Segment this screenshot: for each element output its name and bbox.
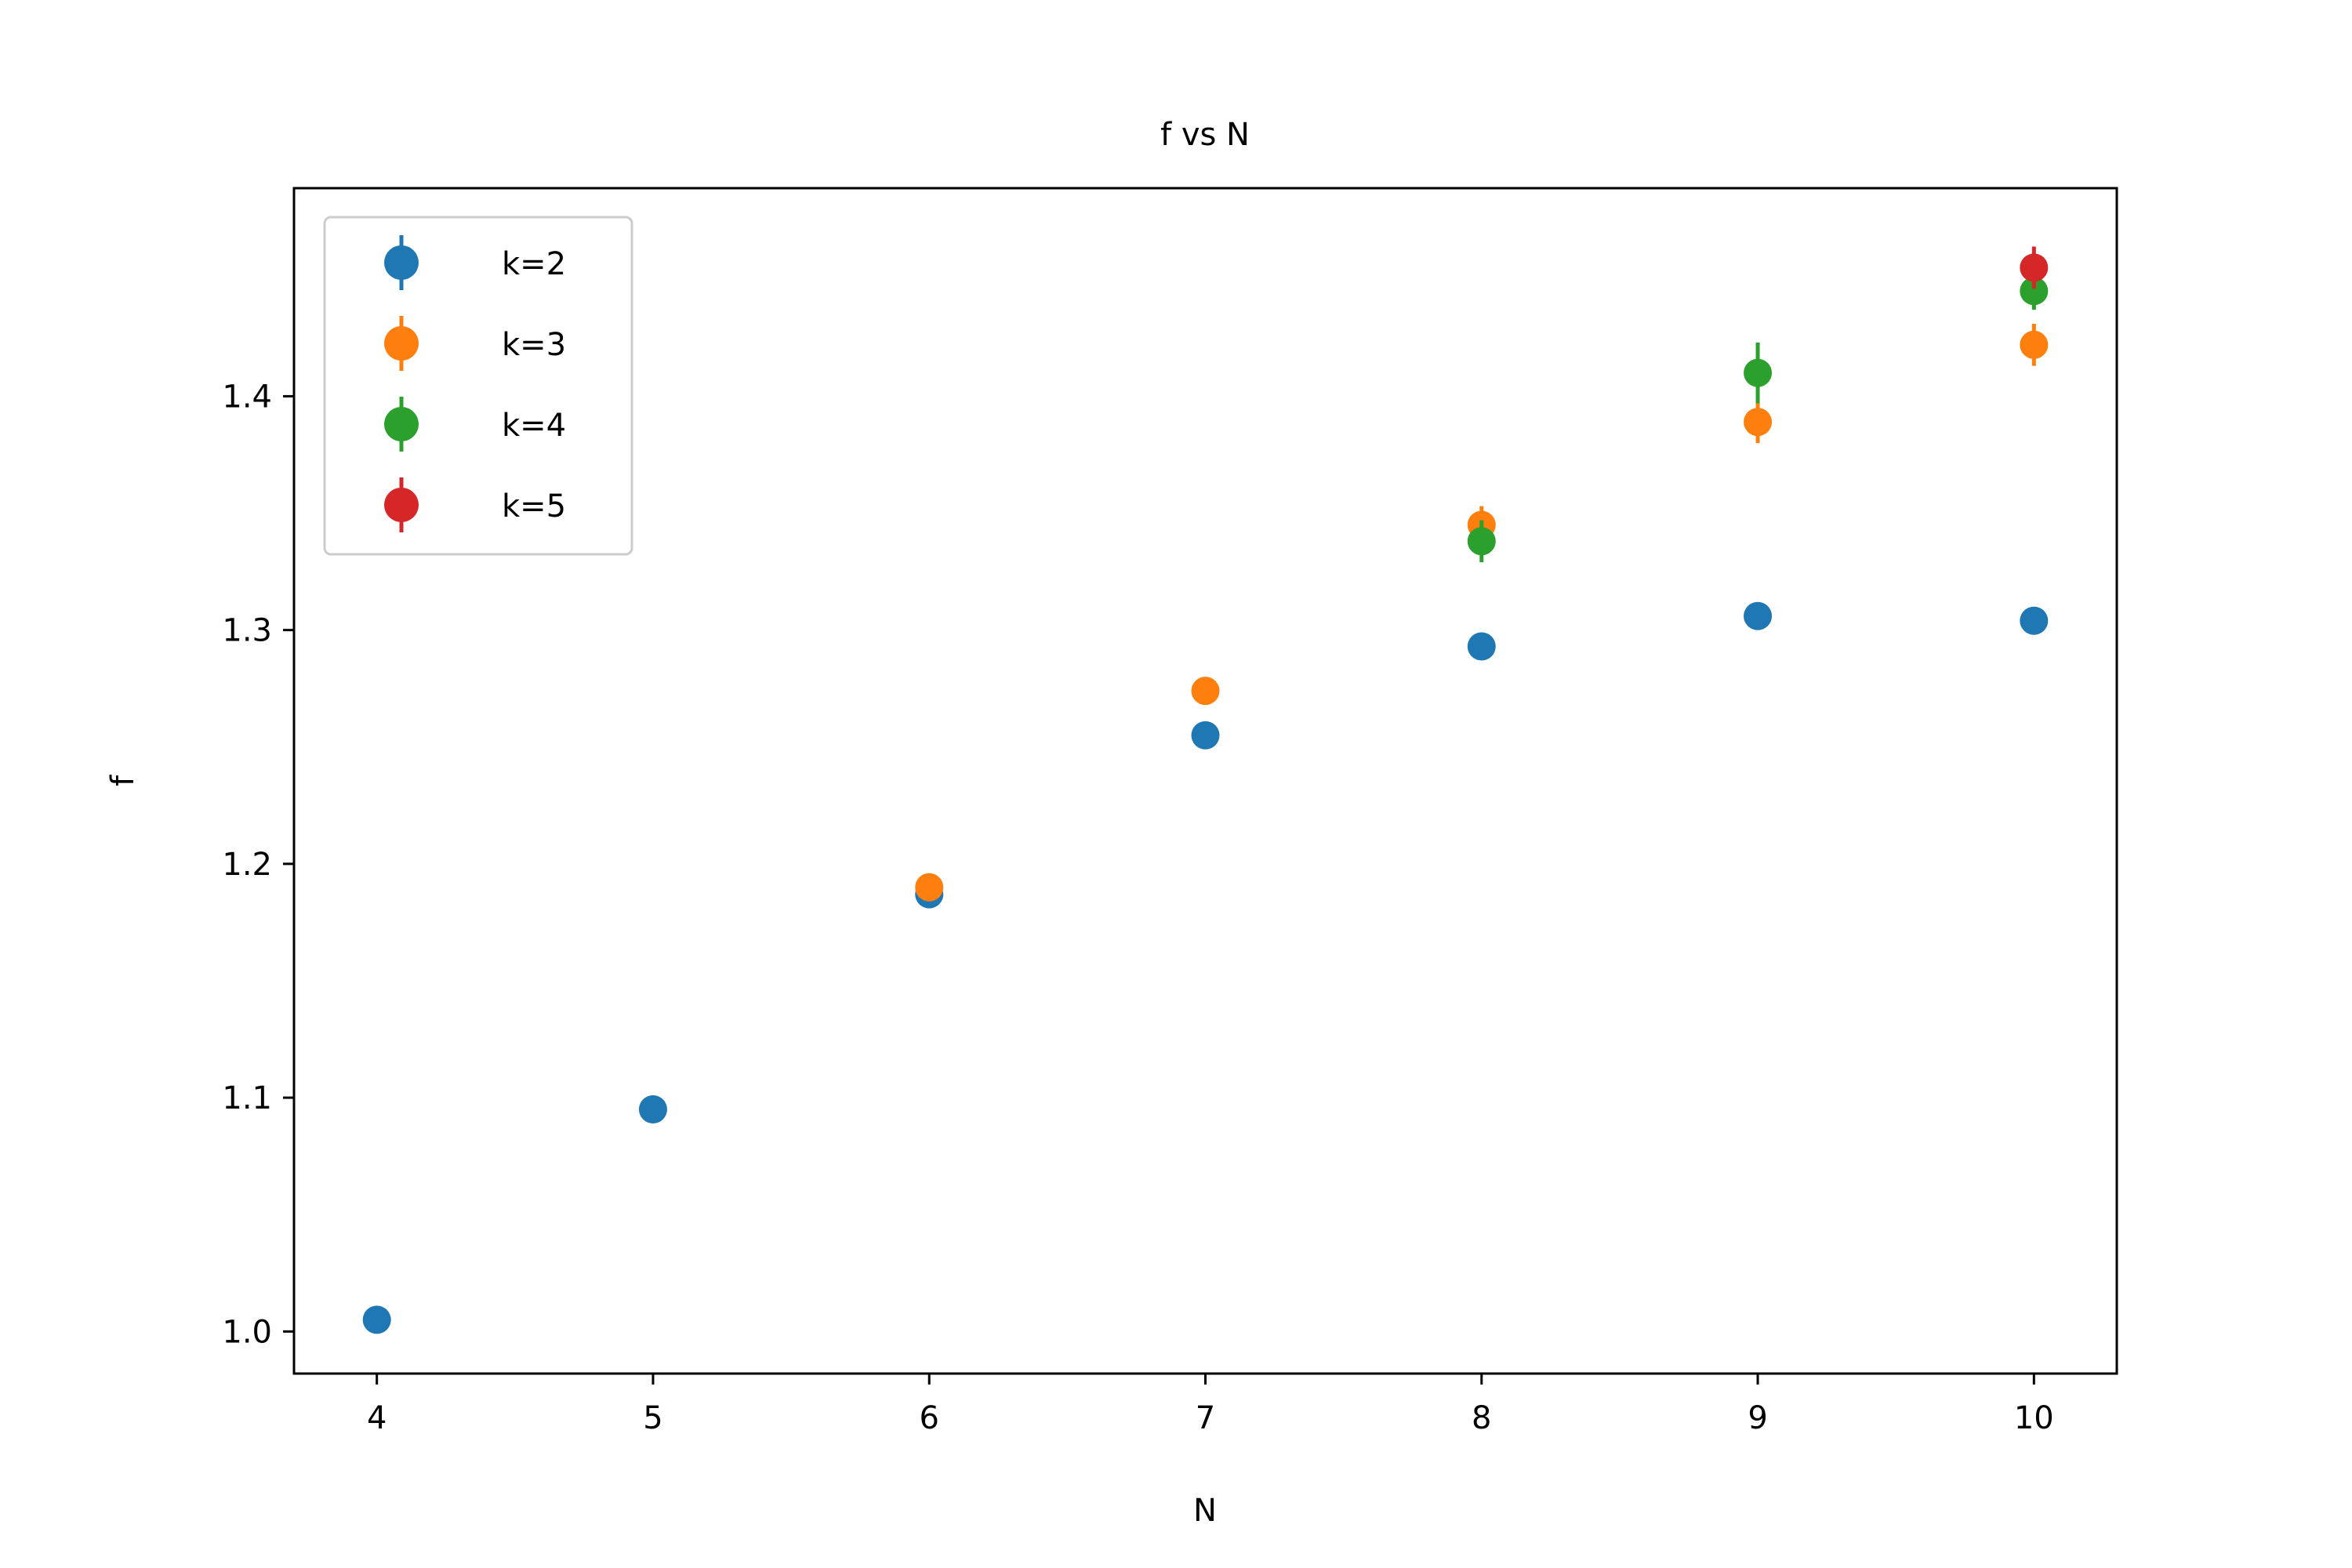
- x-tick-label: 6: [920, 1400, 939, 1436]
- y-axis-ticks: 1.0 1.1 1.2 1.3 1.4: [222, 379, 294, 1350]
- legend-item: k=4: [384, 397, 566, 452]
- data-points: [362, 246, 2049, 1334]
- y-tick-label: 1.4: [222, 379, 272, 415]
- x-axis-label: N: [1193, 1493, 1217, 1529]
- y-tick-label: 1.3: [222, 613, 272, 649]
- data-point: [1744, 408, 1773, 437]
- chart-title: f vs N: [1160, 117, 1250, 153]
- legend-box: [323, 216, 633, 556]
- legend-item: k=3: [384, 316, 566, 371]
- series-k4-points: [1467, 272, 2049, 563]
- y-axis-label: f: [105, 775, 141, 786]
- legend-label: k=5: [502, 488, 566, 524]
- legend-marker: [384, 245, 419, 280]
- y-tick-label: 1.1: [222, 1080, 272, 1116]
- legend-item: k=5: [384, 477, 566, 532]
- data-point: [2020, 253, 2049, 282]
- legend-marker: [384, 488, 419, 522]
- data-point: [2020, 277, 2049, 306]
- legend-marker: [384, 407, 419, 441]
- x-tick-label: 5: [643, 1400, 662, 1436]
- data-point: [638, 1095, 667, 1124]
- x-tick-label: 8: [1472, 1400, 1491, 1436]
- data-point: [1191, 677, 1220, 706]
- axes-frame: [292, 187, 2118, 1375]
- legend-label: k=4: [502, 408, 566, 444]
- series-k5-points: [2020, 246, 2049, 289]
- data-point: [1467, 527, 1496, 556]
- data-point: [1467, 632, 1496, 661]
- x-tick-label: 9: [1748, 1400, 1767, 1436]
- x-tick-label: 10: [2014, 1400, 2054, 1436]
- data-point: [1744, 601, 1773, 630]
- data-point: [2020, 330, 2049, 359]
- data-point: [915, 873, 944, 902]
- x-tick-label: 4: [367, 1400, 387, 1436]
- data-point: [1744, 358, 1773, 387]
- legend-label: k=3: [502, 327, 566, 363]
- data-point: [362, 1305, 391, 1334]
- legend-label: k=2: [502, 246, 566, 282]
- legend-item: k=2: [384, 235, 566, 290]
- y-tick-label: 1.0: [222, 1314, 272, 1350]
- legend: k=2 k=3 k=4 k=5: [323, 216, 633, 556]
- y-tick-label: 1.2: [222, 847, 272, 883]
- x-axis-ticks: 4 5 6 7 8 9 10: [367, 1374, 2054, 1436]
- x-tick-label: 7: [1196, 1400, 1215, 1436]
- legend-marker: [384, 326, 419, 361]
- data-point: [2020, 606, 2049, 635]
- data-point: [1191, 720, 1220, 750]
